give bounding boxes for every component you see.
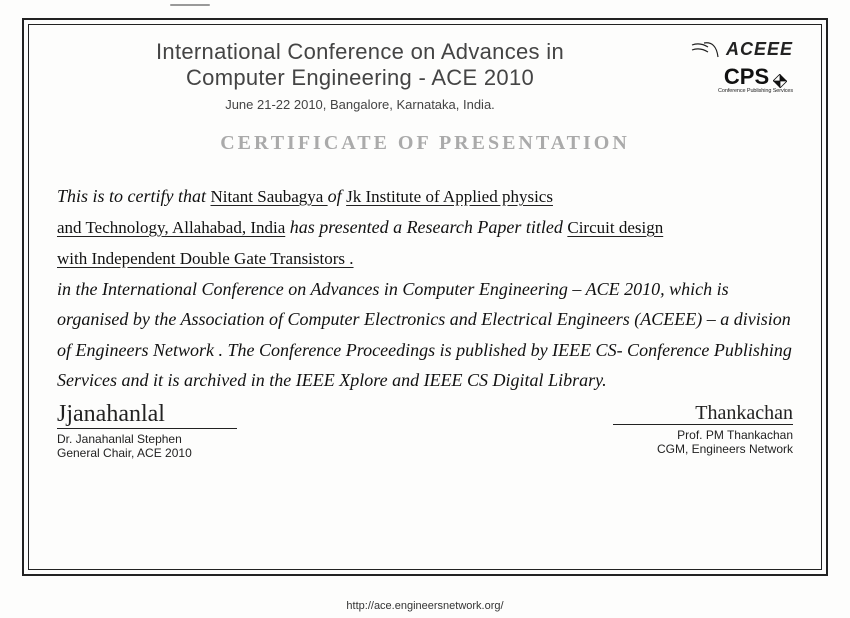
header: International Conference on Advances in … (57, 39, 793, 112)
signature-left-line (57, 428, 237, 429)
signature-right-line (613, 424, 793, 425)
signature-left: Jjanahanlal Dr. Janahanlal Stephen Gener… (57, 404, 237, 460)
recipient-affiliation-2: and Technology, Allahabad, India (57, 218, 285, 237)
conference-title-line2: Computer Engineering - ACE 2010 (57, 65, 663, 91)
body-rest: in the International Conference on Advan… (57, 279, 792, 391)
conference-date-location: June 21-22 2010, Bangalore, Karnataka, I… (57, 97, 663, 112)
signature-right-name: Prof. PM Thankachan (677, 428, 793, 442)
logo-group: ACEEE CPS (663, 39, 793, 95)
aceee-logo: ACEEE (690, 39, 793, 60)
cps-diamond-icon (773, 70, 787, 84)
paper-title-1: Circuit design (567, 218, 663, 237)
body-presented: has presented a Research Paper titled (290, 217, 568, 237)
footer-url: http://ace.engineersnetwork.org/ (0, 600, 850, 612)
signature-row: Jjanahanlal Dr. Janahanlal Stephen Gener… (57, 404, 793, 460)
recipient-name: Nitant Saubagya (211, 187, 328, 206)
title-block: International Conference on Advances in … (57, 39, 663, 112)
cps-logo-text: CPS (724, 66, 769, 88)
body-of: of (328, 186, 347, 206)
certificate-outer-border: International Conference on Advances in … (22, 18, 828, 576)
certificate-inner-border: International Conference on Advances in … (28, 24, 822, 570)
conference-title-line1: International Conference on Advances in (57, 39, 663, 65)
paper-title-2: with Independent Double Gate Transistors… (57, 249, 354, 268)
signature-left-title: General Chair, ACE 2010 (57, 446, 237, 460)
body-lead: This is to certify that (57, 186, 211, 206)
certificate-body: This is to certify that Nitant Saubagya … (57, 181, 793, 396)
signature-right-title: CGM, Engineers Network (657, 442, 793, 456)
certificate-heading: CERTIFICATE OF PRESENTATION (57, 132, 793, 155)
recipient-affiliation-1: Jk Institute of Applied physics (346, 187, 553, 206)
aceee-mark-icon (690, 41, 720, 59)
signature-left-script: Jjanahanlal (57, 404, 237, 426)
signature-right: Thankachan Prof. PM Thankachan CGM, Engi… (613, 404, 793, 460)
cps-logo-subtitle: Conference Publishing Services (718, 89, 793, 95)
signature-right-script: Thankachan (695, 404, 793, 422)
cps-logo: CPS Conference Publishing Services (718, 66, 793, 95)
scan-artifact (170, 4, 210, 6)
signature-left-name: Dr. Janahanlal Stephen (57, 432, 237, 446)
aceee-logo-text: ACEEE (726, 39, 793, 60)
